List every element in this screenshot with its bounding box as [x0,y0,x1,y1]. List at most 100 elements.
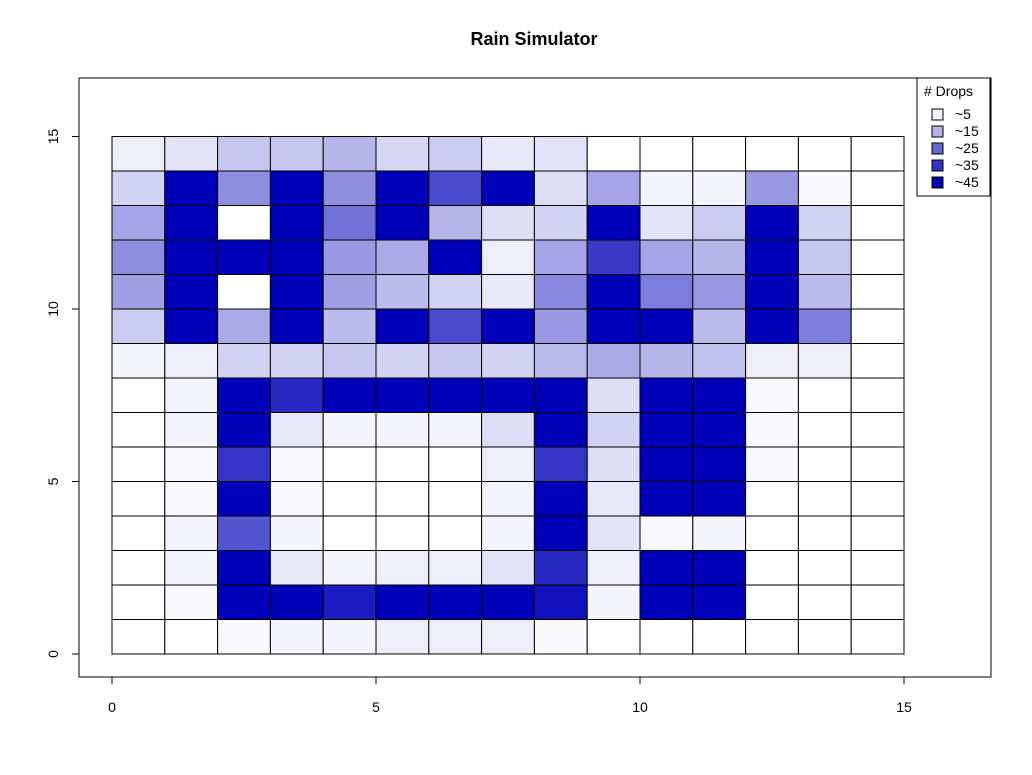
y-tick-label: 10 [45,301,61,317]
heatmap-cell [428,619,483,655]
heatmap-cell [850,481,905,517]
heatmap-cell [586,584,641,620]
heatmap-cell [217,515,271,551]
heatmap-cell [533,412,588,448]
heatmap-cell [322,239,377,275]
heatmap-cell [850,205,905,241]
heatmap-cell [639,239,694,275]
heatmap-cell [269,550,324,586]
heatmap-cell [797,377,852,413]
heatmap-cell [269,343,324,379]
heatmap-cell [797,136,852,172]
heatmap-cell [745,481,799,517]
heatmap-cell [269,205,324,241]
heatmap-cell [586,446,641,482]
heatmap-cell [269,274,324,310]
heatmap-cell [164,412,219,448]
heatmap-cell [269,308,324,344]
heatmap-cell [850,515,905,551]
heatmap-cell [745,412,799,448]
heatmap-cell [692,274,747,310]
heatmap-cell [850,584,905,620]
heatmap-cell [481,619,535,655]
heatmap-cell [692,205,747,241]
heatmap-cell [639,343,694,379]
heatmap-cell [164,136,219,172]
heatmap-cell [428,446,483,482]
heatmap-cell [797,412,852,448]
heatmap-cell [375,136,430,172]
heatmap-cell [850,619,905,655]
heatmap-cell [322,550,377,586]
heatmap-cell [428,377,483,413]
heatmap-cell [797,205,852,241]
heatmap-cell [850,136,905,172]
heatmap-cell [164,239,219,275]
heatmap-cell [639,412,694,448]
heatmap-cell [322,377,377,413]
heatmap-cell [269,446,324,482]
heatmap-cell [481,584,535,620]
heatmap-cell [586,550,641,586]
legend-label: ~45 [955,174,979,190]
legend-swatch [931,108,944,121]
heatmap-cell [375,619,430,655]
heatmap-cell [375,343,430,379]
y-tick-label: 5 [45,477,61,485]
heatmap-cell [217,481,271,517]
heatmap-cell [586,308,641,344]
heatmap-cell [322,205,377,241]
heatmap-cell [428,584,483,620]
heatmap-cell [164,515,219,551]
heatmap-cell [322,274,377,310]
heatmap-cell [745,308,799,344]
heatmap-cell [428,239,483,275]
heatmap-cell [850,239,905,275]
heatmap-cell [692,446,747,482]
heatmap-cell [586,619,641,655]
heatmap-cell [217,136,271,172]
heatmap-cell [745,446,799,482]
heatmap-cell [692,308,747,344]
heatmap-cell [164,377,219,413]
legend-title: # Drops [924,83,973,99]
heatmap-cell [164,170,219,206]
heatmap-cell [797,550,852,586]
legend-label: ~5 [955,106,971,122]
heatmap-cell [533,136,588,172]
heatmap-cell [639,481,694,517]
heatmap-cell [217,619,271,655]
heatmap-cell [375,239,430,275]
heatmap-cell [745,377,799,413]
heatmap-cell [745,619,799,655]
heatmap-cell [111,274,166,310]
heatmap-cells [111,136,905,655]
heatmap-cell [533,515,588,551]
heatmap-cell [533,170,588,206]
heatmap-cell [428,205,483,241]
heatmap-cell [375,205,430,241]
heatmap-cell [797,515,852,551]
heatmap-cell [533,377,588,413]
heatmap-cell [111,343,166,379]
heatmap-cell [692,412,747,448]
heatmap-cell [797,239,852,275]
heatmap-cell [797,274,852,310]
legend-swatch [931,159,944,172]
x-tick-label: 10 [632,699,648,715]
heatmap-cell [797,170,852,206]
heatmap-cell [745,136,799,172]
heatmap-cell [639,515,694,551]
heatmap-cell [322,412,377,448]
heatmap-cell [111,377,166,413]
heatmap-cell [850,308,905,344]
heatmap-cell [481,239,535,275]
legend-swatch [931,176,944,189]
heatmap-cell [111,136,166,172]
heatmap-cell [322,446,377,482]
heatmap-cell [745,205,799,241]
heatmap-cell [375,170,430,206]
heatmap-cell [745,274,799,310]
heatmap-cell [481,343,535,379]
heatmap-cell [850,343,905,379]
